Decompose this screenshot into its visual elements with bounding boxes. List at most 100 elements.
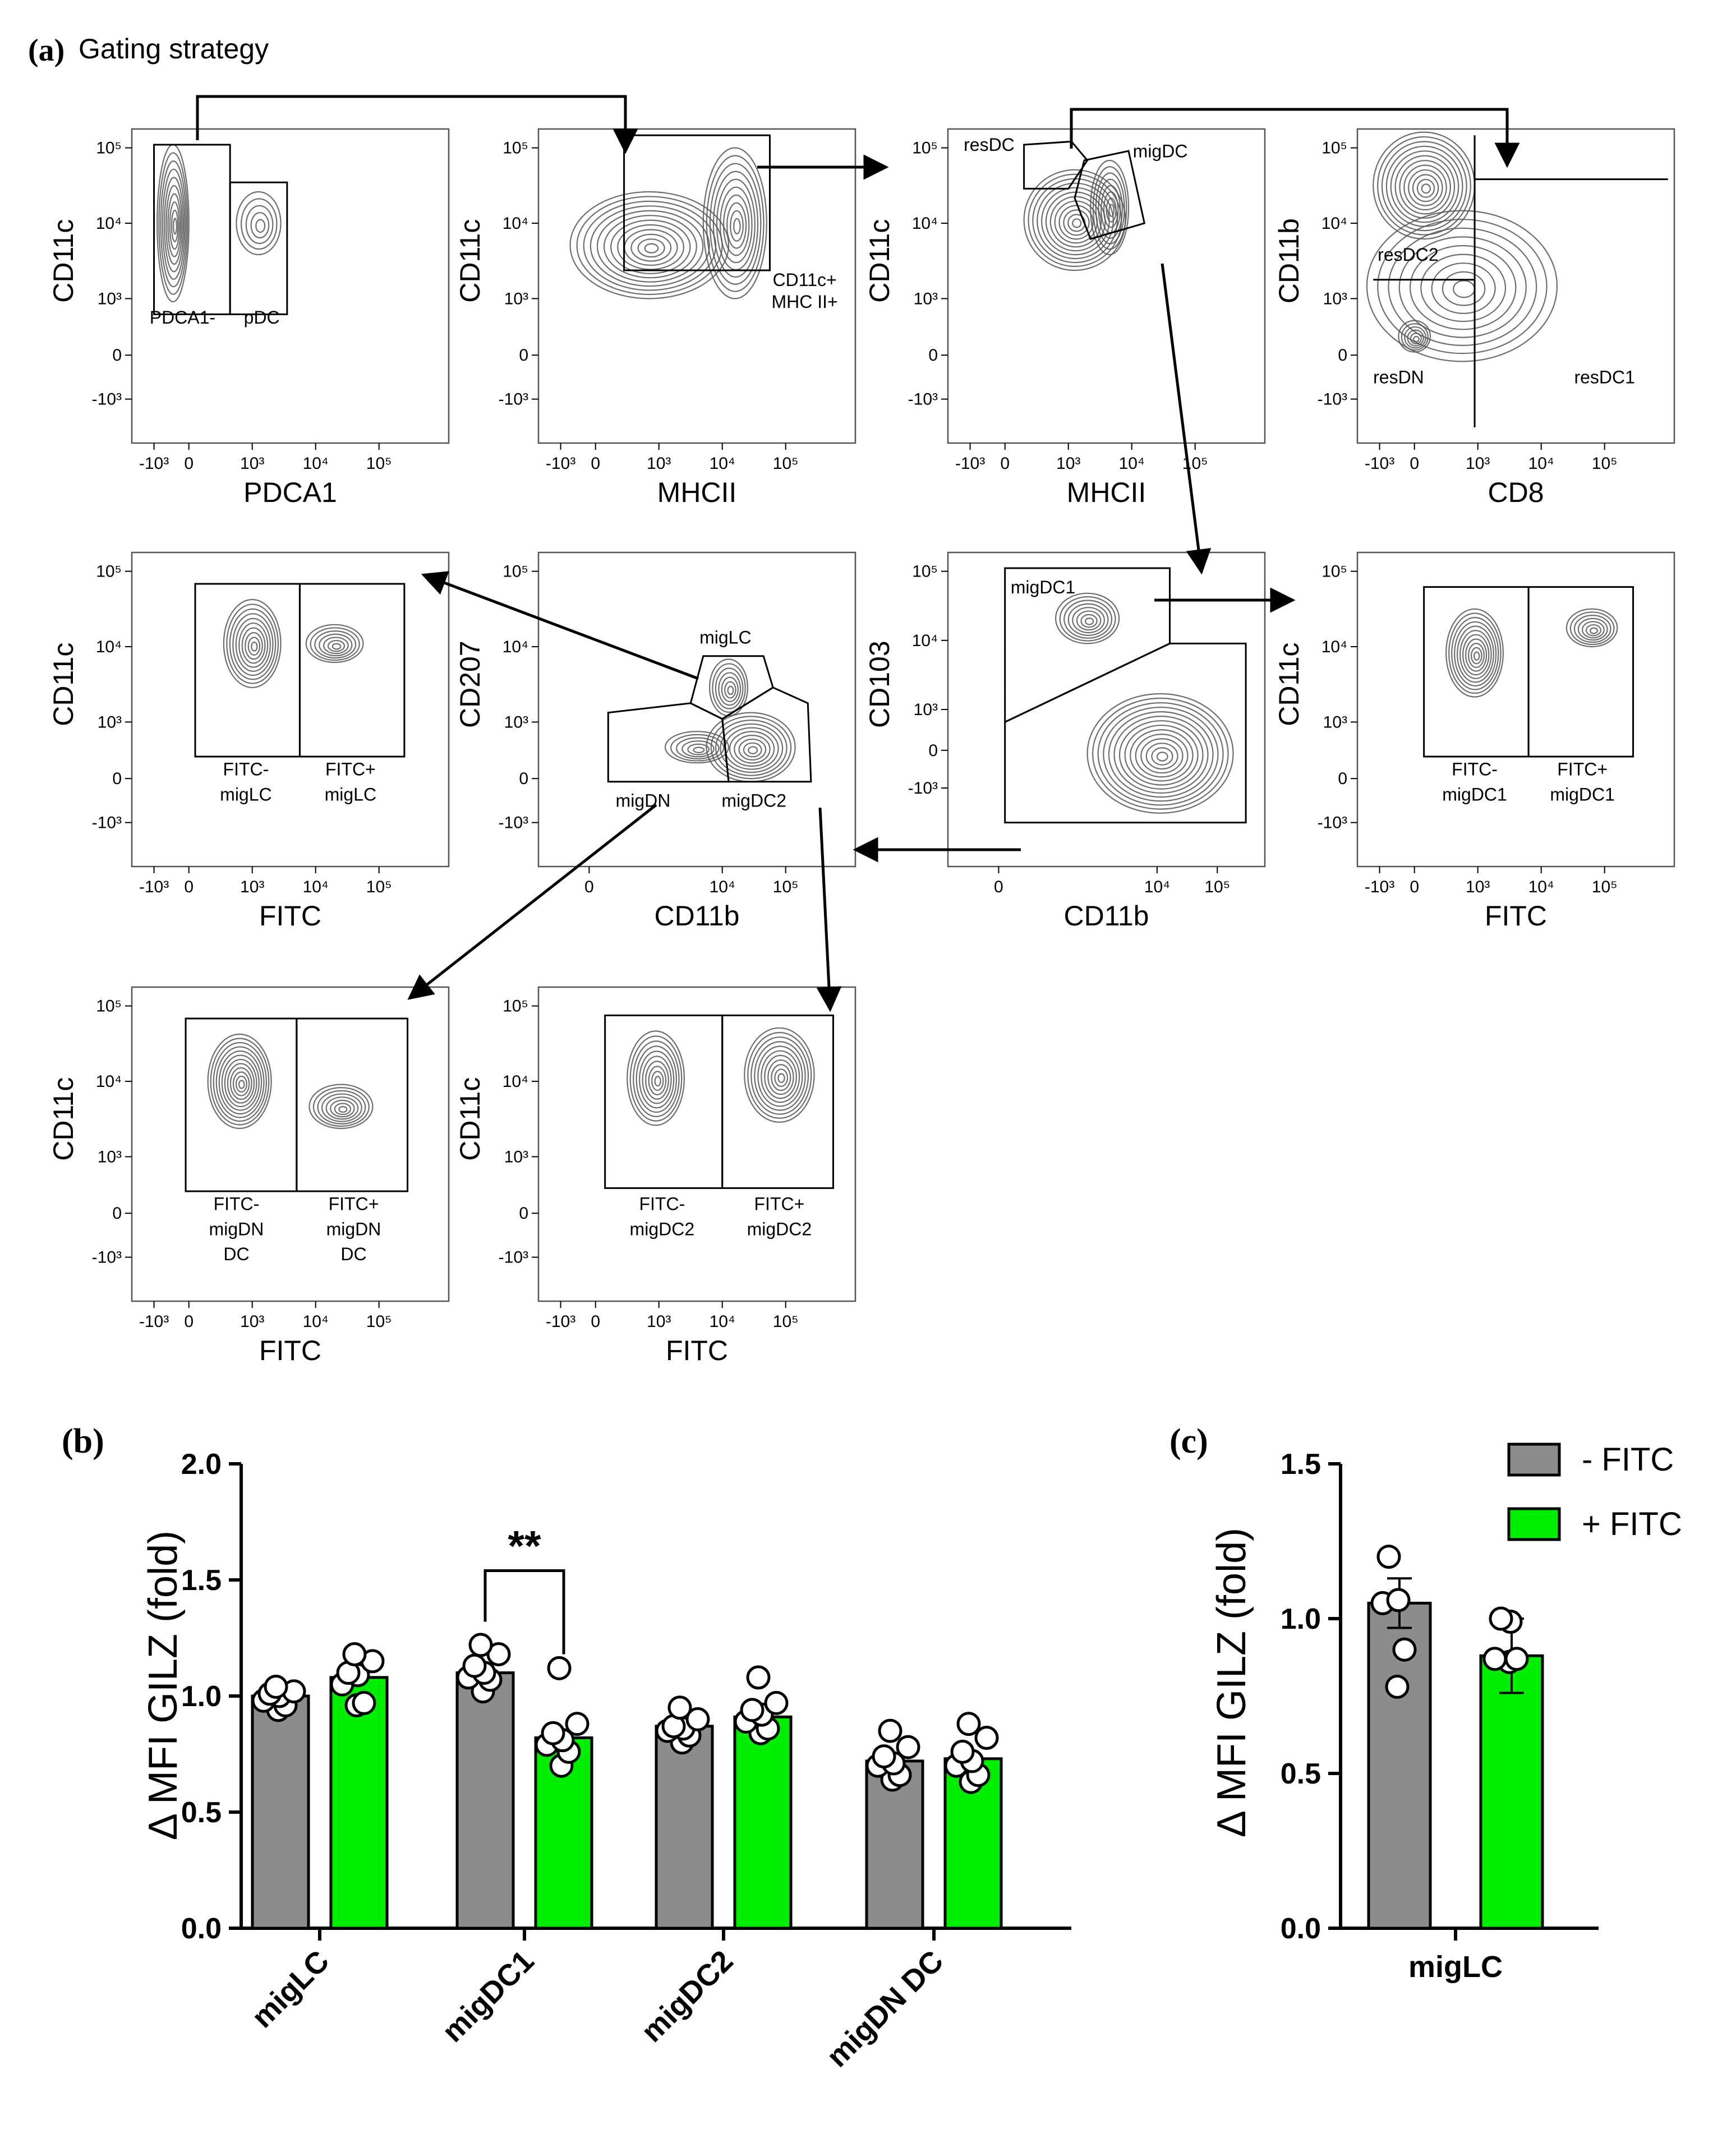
contour-line — [648, 1066, 667, 1095]
contour-line — [1404, 326, 1426, 349]
x-tick-label: 10³ — [647, 1312, 671, 1331]
contour-line — [223, 598, 282, 688]
contour-line — [338, 1106, 348, 1113]
contour-line — [702, 147, 767, 299]
contour-line — [1095, 172, 1125, 245]
gate-rect — [185, 1017, 298, 1192]
contour-line — [1103, 191, 1119, 228]
x-category-label: migDC2 — [635, 1944, 740, 2049]
contour-line — [1403, 164, 1447, 211]
data-point — [462, 1653, 487, 1678]
gate-rect — [1527, 586, 1634, 758]
contour-line — [173, 218, 177, 235]
x-axis-label: FITC — [259, 900, 321, 932]
x-axis-label: FITC — [666, 1335, 728, 1366]
contour-line — [645, 1061, 669, 1100]
data-point — [667, 1695, 692, 1720]
x-tick-label: 10⁵ — [1592, 454, 1618, 473]
arrow-resdc-to-cd8 — [1070, 108, 1520, 168]
contour-line — [715, 720, 788, 776]
x-tick-label: -10³ — [139, 1312, 169, 1331]
data-point — [1392, 1637, 1417, 1662]
contour-line — [744, 1027, 815, 1123]
gate-label: FITC- — [214, 1194, 260, 1214]
contour-line — [1055, 592, 1120, 644]
contour-line — [232, 613, 274, 676]
y-tick-label: 10³ — [1323, 289, 1347, 308]
contour-line — [171, 209, 179, 242]
contour-line — [767, 1059, 794, 1095]
gate-label: resDN — [1373, 367, 1424, 388]
y-tick-label: -10³ — [92, 1248, 122, 1267]
arrow-migdc2-to-fitc — [816, 807, 842, 1012]
plot-frame — [537, 551, 857, 868]
contour-line — [1398, 236, 1527, 338]
gate-label: PDCA1- — [150, 307, 215, 328]
x-tick-label: -10³ — [546, 454, 575, 473]
data-point — [547, 1656, 572, 1680]
y-tick-label: 2.0 — [181, 1448, 222, 1481]
contour-line — [603, 215, 697, 279]
panel-b-ylabel: Δ MFI GILZ (fold) — [141, 1531, 186, 1840]
data-point — [950, 1739, 975, 1764]
gate-label: pDC — [244, 307, 280, 328]
y-tick-label: 10⁵ — [503, 563, 528, 581]
contour-line — [1388, 227, 1537, 346]
gate-label: FITC+ — [329, 1194, 379, 1214]
contour-line — [719, 186, 753, 264]
data-point — [1385, 1674, 1410, 1699]
contour-line — [1076, 610, 1102, 631]
contour-line — [730, 210, 744, 242]
y-tick-label: 10⁴ — [503, 638, 528, 656]
y-tick-label: 10³ — [504, 1148, 528, 1166]
contour-line — [757, 1045, 803, 1107]
contour-line — [1090, 159, 1130, 256]
x-tick-label: 10⁴ — [1144, 878, 1170, 896]
contour-line — [1130, 729, 1194, 782]
legend-swatch-plus-fitc — [1507, 1507, 1561, 1541]
y-axis-label: CD11c — [48, 1077, 79, 1161]
x-tick-label: 0 — [184, 878, 194, 896]
x-tick-label: 10⁴ — [710, 454, 735, 473]
gate-label: migDC2 — [630, 1219, 695, 1239]
x-axis-label: PDCA1 — [243, 477, 337, 508]
y-tick-label: 1.0 — [1281, 1603, 1321, 1635]
contour-line — [687, 743, 710, 755]
bar-migLC-plus-fitc — [1479, 1654, 1544, 1930]
significance-label: ** — [508, 1522, 541, 1570]
contour-line — [761, 1050, 800, 1103]
y-tick-label: 10³ — [504, 289, 528, 308]
contour-line — [1106, 197, 1117, 223]
flow-plots: PDCA1- pDC -10³ 0 10³ 10⁴ 10⁵ 10⁵ 10⁴ 10³ 0 -10³ PDC… — [48, 128, 1675, 1366]
significance-bracket — [483, 1569, 565, 1655]
data-point — [974, 1726, 999, 1750]
contour-line — [1442, 271, 1486, 306]
y-tick-label: 10³ — [98, 713, 122, 731]
data-point — [764, 1690, 789, 1715]
x-tick-label: 0 — [994, 878, 1003, 896]
gate-rect — [721, 1014, 834, 1189]
contour-line — [1462, 634, 1490, 676]
plot-frame — [131, 128, 450, 444]
gate-label: migDN — [616, 791, 671, 811]
y-tick-label: 10³ — [98, 289, 122, 308]
contour-line — [232, 1071, 250, 1096]
y-tick-label: -10³ — [1318, 390, 1347, 409]
contour-line — [221, 1054, 260, 1111]
flow-plot-1: PDCA1- pDC -10³ 0 10³ 10⁴ 10⁵ 10⁵ 10⁴ 10³ 0 -10³ PDC… — [48, 128, 450, 508]
contour-line — [1467, 643, 1485, 669]
x-tick-label: 0 — [184, 1312, 194, 1331]
contour-line — [1421, 183, 1431, 194]
gate-label: migDC1 — [1442, 784, 1507, 804]
contour-line — [1407, 329, 1424, 347]
contour-line — [163, 177, 185, 273]
data-point — [896, 1735, 920, 1759]
x-tick-label: 10³ — [1466, 454, 1490, 473]
contour-line — [1398, 320, 1431, 353]
x-tick-label: 0 — [1410, 454, 1419, 473]
gate-rect — [229, 181, 288, 315]
arrow-miglc-to-fitc — [421, 571, 699, 680]
x-tick-label: -10³ — [139, 878, 169, 896]
y-tick-label: 10³ — [1323, 713, 1347, 731]
contour-line — [250, 212, 270, 239]
